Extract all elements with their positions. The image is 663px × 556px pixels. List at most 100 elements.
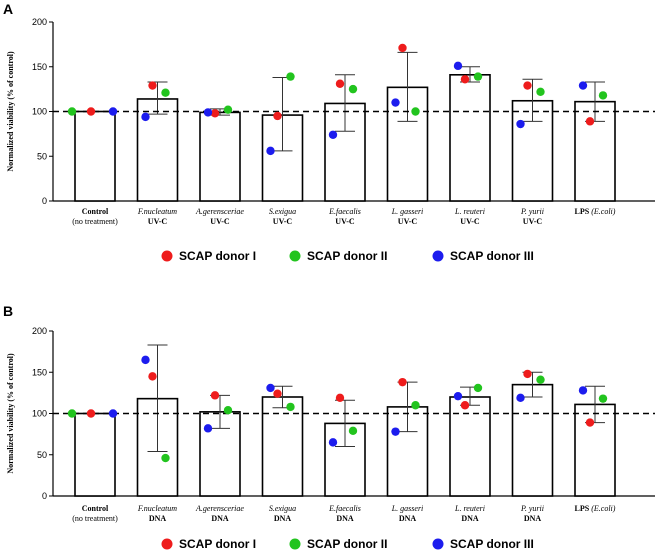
data-point-scap-donor-i	[398, 377, 407, 387]
data-point-scap-donor-ii	[473, 72, 483, 81]
data-point-scap-donor-i	[210, 391, 220, 400]
data-point-scap-donor-iii	[141, 112, 150, 122]
category-label: F.nucleatum	[137, 504, 177, 513]
data-point-scap-donor-i	[460, 75, 470, 84]
category-label: F.nucleatum	[137, 207, 177, 216]
data-point-scap-donor-iii	[516, 393, 525, 403]
data-point-scap-donor-iii	[453, 61, 463, 71]
legend-label: SCAP donor II	[307, 537, 387, 551]
data-point-scap-donor-i	[210, 109, 220, 118]
data-point-scap-donor-ii	[67, 409, 77, 418]
category-sublabel: (no treatment)	[72, 217, 118, 226]
data-point-scap-donor-ii	[286, 72, 295, 81]
category-sublabel: UV-C	[523, 217, 543, 226]
bar	[199, 111, 241, 202]
legend-marker	[161, 538, 173, 550]
category-label: A.gerensceriae	[195, 504, 244, 513]
legend-marker	[432, 250, 444, 262]
bar	[136, 98, 179, 202]
category-sublabel: (no treatment)	[72, 514, 118, 523]
category-label: L. reuteri	[454, 207, 485, 216]
data-point-scap-donor-iii	[578, 81, 588, 90]
category-label: Control	[82, 504, 109, 513]
legend-label: SCAP donor I	[179, 249, 256, 263]
legend-marker	[289, 250, 301, 262]
data-point-scap-donor-i	[460, 401, 470, 410]
bar	[261, 396, 304, 497]
category-sublabel: UV-C	[148, 217, 168, 226]
category-label: LPS (E.coli)	[575, 504, 616, 513]
data-point-scap-donor-i	[273, 111, 282, 121]
category-label: S.exigua	[269, 504, 296, 513]
data-point-scap-donor-iii	[328, 438, 338, 447]
y-tick-label: 0	[42, 196, 47, 206]
category-label: E.faecalis	[328, 207, 361, 216]
bar	[74, 412, 116, 497]
category-label: LPS (E.coli)	[575, 207, 616, 216]
data-point-scap-donor-i	[273, 389, 282, 398]
legend-label: SCAP donor III	[450, 537, 534, 551]
data-point-scap-donor-iii	[266, 383, 275, 393]
data-point-scap-donor-iii	[203, 108, 213, 117]
data-point-scap-donor-ii	[473, 383, 483, 393]
category-label: L. reuteri	[454, 504, 485, 513]
data-point-scap-donor-i	[335, 79, 345, 88]
category-label: S.exigua	[269, 207, 296, 216]
category-label: E.faecalis	[328, 504, 361, 513]
category-sublabel: UV-C	[273, 217, 293, 226]
data-point-scap-donor-ii	[536, 375, 545, 384]
category-sublabel: DNA	[149, 514, 167, 523]
y-tick-label: 0	[42, 491, 47, 501]
data-point-scap-donor-iii	[578, 386, 588, 395]
data-point-scap-donor-ii	[411, 107, 420, 116]
category-sublabel: UV-C	[460, 217, 480, 226]
category-sublabel: DNA	[274, 514, 292, 523]
data-point-scap-donor-ii	[598, 394, 608, 403]
data-point-scap-donor-i	[148, 81, 157, 90]
data-point-scap-donor-i	[86, 409, 96, 418]
y-tick-label: 100	[32, 107, 47, 117]
bar	[74, 110, 116, 202]
data-point-scap-donor-ii	[161, 88, 170, 97]
panel-letter: B	[3, 303, 13, 319]
data-point-scap-donor-iii	[391, 427, 400, 436]
data-point-scap-donor-ii	[348, 426, 358, 436]
category-label: A.gerensceriae	[195, 207, 244, 216]
category-label: L. gasseri	[391, 207, 424, 216]
data-point-scap-donor-ii	[411, 401, 420, 410]
bar	[449, 396, 491, 497]
bar	[449, 74, 491, 202]
data-point-scap-donor-i	[398, 43, 407, 53]
data-point-scap-donor-ii	[223, 105, 233, 114]
category-sublabel: UV-C	[398, 217, 418, 226]
category-sublabel: DNA	[461, 514, 479, 523]
legend-marker	[432, 538, 444, 550]
category-sublabel: DNA	[211, 514, 229, 523]
y-tick-label: 200	[32, 326, 47, 336]
category-sublabel: DNA	[524, 514, 542, 523]
y-axis-label: Normalized viability (% of control)	[6, 51, 15, 172]
chart-panel-b: B Normalized viability (% of control) 0 50 1…	[3, 303, 655, 551]
data-point-scap-donor-ii	[67, 107, 77, 116]
data-point-scap-donor-i	[148, 372, 157, 381]
data-point-scap-donor-ii	[598, 91, 608, 100]
legend-label: SCAP donor II	[307, 249, 387, 263]
category-sublabel: DNA	[399, 514, 417, 523]
data-point-scap-donor-i	[335, 393, 345, 403]
legend-label: SCAP donor III	[450, 249, 534, 263]
data-point-scap-donor-i	[86, 107, 96, 116]
data-point-scap-donor-iii	[108, 409, 118, 418]
category-label: Control	[82, 207, 109, 216]
data-point-scap-donor-ii	[286, 402, 295, 412]
data-point-scap-donor-i	[585, 117, 595, 126]
data-point-scap-donor-ii	[223, 406, 233, 415]
data-point-scap-donor-iii	[453, 391, 463, 401]
category-sublabel: UV-C	[335, 217, 355, 226]
y-tick-label: 200	[32, 17, 47, 27]
data-point-scap-donor-i	[585, 418, 595, 427]
legend-label: SCAP donor I	[179, 537, 256, 551]
data-point-scap-donor-iii	[266, 146, 275, 156]
y-tick-label: 50	[37, 151, 47, 161]
category-label: L. gasseri	[391, 504, 424, 513]
